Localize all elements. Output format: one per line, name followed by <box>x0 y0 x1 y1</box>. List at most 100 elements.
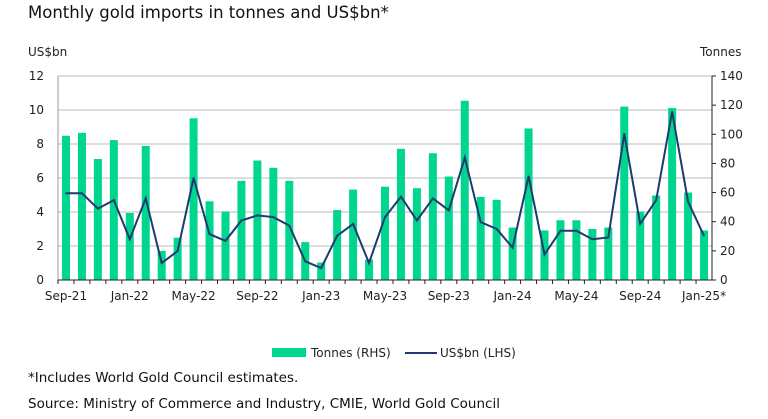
point-usbn-May-23 <box>384 216 386 218</box>
bar-tonnes-May-24 <box>572 220 581 280</box>
x-tick-label: Sep-21 <box>45 289 87 303</box>
point-usbn-Nov-23 <box>479 221 482 223</box>
right-tick-label: 120 <box>720 98 743 112</box>
point-usbn-Oct-22 <box>272 216 275 218</box>
point-usbn-Feb-22 <box>144 197 147 200</box>
right-tick-label: 20 <box>720 244 735 258</box>
bar-tonnes-Mar-22 <box>157 250 166 280</box>
chart-svg: US$bn Tonnes 024681012020406080100120140… <box>28 45 743 360</box>
left-tick-label: 10 <box>29 103 44 117</box>
point-usbn-Dec-24 <box>687 201 689 203</box>
right-axis-label: Tonnes <box>699 45 741 59</box>
point-usbn-Aug-24 <box>623 133 626 135</box>
footnote-source: Source: Ministry of Commerce and Industr… <box>28 396 500 412</box>
point-usbn-Aug-23 <box>432 197 434 200</box>
bar-tonnes-Jan-24 <box>508 227 517 280</box>
bar-tonnes-Oct-23 <box>460 100 469 281</box>
bar-tonnes-Jan-25 <box>700 230 709 280</box>
bar-tonnes-Oct-21 <box>77 132 86 280</box>
bar-tonnes-Apr-22 <box>173 237 182 280</box>
right-tick-label: 0 <box>720 273 728 287</box>
left-tick-label: 6 <box>36 171 44 185</box>
right-tick-label: 140 <box>720 69 743 83</box>
bar-tonnes-Feb-22 <box>141 145 150 280</box>
bar-tonnes-Sep-24 <box>636 211 645 280</box>
point-usbn-May-22 <box>192 177 195 179</box>
point-usbn-Sep-24 <box>639 223 642 225</box>
point-usbn-Jul-22 <box>224 240 227 242</box>
bar-tonnes-Aug-22 <box>237 180 246 280</box>
bar-tonnes-Jun-23 <box>396 148 405 280</box>
footnote-estimates: *Includes World Gold Council estimates. <box>28 370 299 386</box>
bar-tonnes-Oct-22 <box>269 167 278 280</box>
bar-tonnes-May-23 <box>381 186 389 280</box>
left-tick-label: 4 <box>36 205 44 219</box>
point-usbn-Feb-24 <box>527 175 530 178</box>
left-axis-label: US$bn <box>28 45 67 59</box>
left-tick-label: 2 <box>36 239 44 253</box>
x-tick-label: Sep-23 <box>428 289 470 303</box>
point-usbn-Oct-21 <box>81 192 83 195</box>
point-usbn-Apr-24 <box>559 229 562 232</box>
point-usbn-Nov-21 <box>97 207 99 210</box>
x-tick-label: May-24 <box>554 289 598 303</box>
x-tick-label: May-23 <box>363 289 407 303</box>
point-usbn-Jun-22 <box>208 233 211 235</box>
right-tick-label: 40 <box>720 215 735 229</box>
chart-title: Monthly gold imports in tonnes and US$bn… <box>28 3 389 22</box>
x-tick-label: May-22 <box>171 289 215 303</box>
point-usbn-Nov-22 <box>288 224 291 227</box>
point-usbn-Apr-22 <box>176 250 179 252</box>
point-usbn-Jan-23 <box>320 267 322 269</box>
x-tick-label: Jan-22 <box>110 289 149 303</box>
bar-tonnes-Dec-21 <box>109 140 118 280</box>
bar-tonnes-Apr-24 <box>556 220 565 280</box>
bar-tonnes-Jan-22 <box>125 212 134 280</box>
legend-label-usbn: US$bn (LHS) <box>440 346 516 360</box>
point-usbn-Aug-22 <box>240 219 243 222</box>
bar-tonnes-Nov-22 <box>285 180 294 280</box>
point-usbn-Mar-22 <box>160 262 163 264</box>
point-usbn-Oct-23 <box>463 156 466 159</box>
bar-tonnes-Jul-22 <box>221 211 230 280</box>
bar-tonnes-Jun-22 <box>205 201 214 280</box>
point-usbn-Apr-23 <box>368 262 370 264</box>
point-usbn-Jun-23 <box>400 195 402 198</box>
left-tick-label: 12 <box>29 69 44 83</box>
x-tick-label: Jan-23 <box>301 289 340 303</box>
left-tick-label: 0 <box>36 273 44 287</box>
point-usbn-Dec-21 <box>113 199 115 201</box>
right-tick-label: 100 <box>720 127 743 141</box>
point-usbn-Oct-24 <box>655 199 657 201</box>
bar-tonnes-Mar-23 <box>349 189 358 280</box>
right-tick-label: 60 <box>720 186 735 200</box>
bar-tonnes-Jan-23 <box>317 262 326 280</box>
bar-tonnes-Sep-23 <box>444 176 453 280</box>
bar-tonnes-Oct-24 <box>652 195 661 280</box>
x-tick-label: Jan-25* <box>681 289 726 303</box>
legend-label-tonnes: Tonnes (RHS) <box>310 346 391 360</box>
bar-tonnes-Nov-24 <box>668 108 677 280</box>
legend-swatch-tonnes <box>272 348 306 357</box>
point-usbn-Mar-24 <box>543 253 546 256</box>
point-usbn-Jan-22 <box>128 238 131 240</box>
point-usbn-May-24 <box>575 229 578 232</box>
point-usbn-Dec-22 <box>304 260 307 263</box>
bar-tonnes-Feb-23 <box>333 210 342 280</box>
bar-tonnes-Feb-24 <box>524 128 533 280</box>
bar-tonnes-Dec-23 <box>492 199 501 280</box>
point-usbn-Jun-24 <box>591 238 594 240</box>
bar-tonnes-Nov-21 <box>93 159 102 280</box>
x-tick-label: Sep-22 <box>236 289 278 303</box>
point-usbn-Jan-25 <box>703 235 705 237</box>
point-usbn-Sep-22 <box>256 214 259 217</box>
bar-tonnes-Nov-23 <box>476 196 485 280</box>
point-usbn-Nov-24 <box>671 110 673 113</box>
bar-tonnes-Jul-24 <box>604 227 613 280</box>
bar-tonnes-Jun-24 <box>588 229 597 280</box>
bar-tonnes-Aug-24 <box>620 106 629 280</box>
point-usbn-Jul-23 <box>416 219 418 222</box>
point-usbn-Feb-23 <box>336 235 338 237</box>
point-usbn-Mar-23 <box>352 223 354 225</box>
